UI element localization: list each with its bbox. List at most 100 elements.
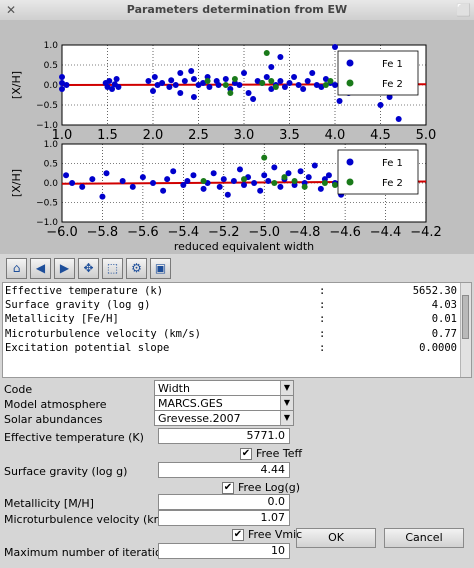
x-tick-label: 1.0 bbox=[52, 128, 73, 143]
result-row: Surface gravity (log g): 4.03 bbox=[5, 299, 457, 313]
results-scrollbar[interactable] bbox=[460, 283, 471, 377]
data-point bbox=[311, 162, 318, 169]
free-vmic-checkbox[interactable]: ✔ Free Vmic bbox=[232, 528, 302, 541]
legend-label: Fe 1 bbox=[382, 158, 403, 169]
data-point bbox=[268, 64, 275, 70]
data-point bbox=[317, 185, 324, 192]
pan-icon[interactable]: ✥ bbox=[78, 258, 99, 279]
data-point bbox=[286, 80, 293, 86]
data-point bbox=[172, 82, 179, 88]
configure-icon[interactable]: ⚙ bbox=[126, 258, 147, 279]
close-window-icon[interactable]: ✕ bbox=[5, 3, 17, 17]
data-point bbox=[236, 166, 243, 173]
free-teff-checkbox[interactable]: ✔ Free Teff bbox=[240, 447, 302, 460]
legend-box bbox=[337, 50, 419, 96]
data-point bbox=[271, 180, 278, 186]
data-point bbox=[154, 82, 161, 88]
free-logg-label: Free Log(g) bbox=[238, 481, 301, 494]
metallicity-label: Metallicity [M/H] bbox=[4, 497, 94, 510]
data-point bbox=[106, 78, 113, 84]
data-point bbox=[190, 76, 197, 82]
data-point bbox=[200, 80, 207, 86]
checkmark-icon: ✔ bbox=[222, 482, 234, 494]
ok-button[interactable]: OK bbox=[296, 528, 376, 548]
back-icon[interactable]: ◀ bbox=[30, 258, 51, 279]
data-point bbox=[166, 84, 173, 90]
legend-marker bbox=[346, 59, 354, 67]
result-label: Surface gravity (log g) bbox=[5, 299, 151, 312]
data-point bbox=[241, 176, 247, 183]
data-point bbox=[59, 80, 65, 86]
code-select[interactable]: Width ▼ bbox=[154, 380, 294, 396]
data-point bbox=[113, 76, 120, 82]
x-tick-label: −5.4 bbox=[168, 225, 200, 240]
data-point bbox=[304, 78, 311, 84]
forward-icon[interactable]: ▶ bbox=[54, 258, 75, 279]
x-tick-label: −6.0 bbox=[46, 225, 78, 240]
data-point bbox=[295, 82, 302, 88]
save-icon[interactable]: ▣ bbox=[150, 258, 171, 279]
data-point bbox=[305, 174, 312, 181]
data-point bbox=[336, 98, 343, 104]
data-point bbox=[327, 78, 334, 84]
legend-box bbox=[337, 149, 419, 195]
title-bar: ✕ Parameters determination from EW ⬜ bbox=[0, 0, 474, 21]
x-tick-label: 2.0 bbox=[143, 128, 164, 143]
results-scroll-thumb[interactable] bbox=[462, 295, 469, 339]
result-row: Metallicity [Fe/H]: 0.01 bbox=[5, 313, 457, 327]
data-point bbox=[322, 82, 329, 88]
y-tick-label: −1.0 bbox=[36, 121, 58, 131]
data-point bbox=[160, 187, 167, 194]
plot-area: 1.0 1.5 2.0 2.5 3.0 3.5 4.0 4.5 5.0 1.0 0.5 0.0 −0.5… bbox=[0, 20, 474, 254]
iterations-input[interactable]: 10 bbox=[158, 543, 290, 559]
teff-input[interactable]: 5771.0 bbox=[158, 428, 290, 444]
x-tick-label: 2.5 bbox=[188, 128, 209, 143]
model-atmosphere-label: Model atmosphere bbox=[4, 398, 107, 411]
data-point bbox=[181, 78, 188, 84]
data-point bbox=[309, 70, 316, 76]
free-logg-checkbox[interactable]: ✔ Free Log(g) bbox=[222, 481, 300, 494]
iterations-label: Maximum number of iterations bbox=[4, 546, 175, 559]
x-tick-label: −4.4 bbox=[370, 225, 402, 240]
y-tick-label: −0.5 bbox=[36, 199, 58, 209]
model-atmosphere-value: MARCS.GES bbox=[158, 397, 223, 410]
legend-marker bbox=[346, 178, 354, 186]
zoom-icon[interactable]: ⬚ bbox=[102, 258, 123, 279]
data-point bbox=[281, 84, 288, 90]
data-point bbox=[145, 78, 152, 84]
result-value: 0.01 bbox=[431, 313, 457, 326]
result-value: 0.77 bbox=[431, 327, 457, 340]
cancel-button[interactable]: Cancel bbox=[384, 528, 464, 548]
logg-input[interactable]: 4.44 bbox=[158, 462, 290, 478]
checkmark-icon: ✔ bbox=[240, 448, 252, 460]
model-atmosphere-select[interactable]: MARCS.GES ▼ bbox=[154, 395, 294, 411]
x-axis-label: reduced equivalent width bbox=[174, 240, 314, 253]
y-tick-label: −1.0 bbox=[36, 218, 58, 228]
data-point bbox=[190, 94, 197, 100]
x-tick-label: 3.5 bbox=[279, 128, 300, 143]
data-point bbox=[268, 78, 275, 84]
result-separator: : bbox=[319, 327, 326, 340]
chevron-down-icon: ▼ bbox=[280, 396, 293, 410]
data-point bbox=[89, 176, 96, 183]
data-point bbox=[395, 116, 402, 122]
data-point bbox=[291, 74, 298, 80]
x-tick-label: 5.0 bbox=[416, 128, 437, 143]
maximize-window-icon[interactable]: ⬜ bbox=[456, 3, 471, 17]
result-row: Microturbulence velocity (km/s): 0.77 bbox=[5, 328, 457, 342]
metallicity-input[interactable]: 0.0 bbox=[158, 494, 290, 510]
data-point bbox=[377, 102, 384, 108]
solar-abundances-select[interactable]: Grevesse.2007 ▼ bbox=[154, 410, 294, 426]
y-tick-label: 0.5 bbox=[44, 160, 58, 170]
data-point bbox=[206, 84, 213, 90]
data-point bbox=[257, 187, 264, 194]
plots-canvas[interactable]: 1.0 1.5 2.0 2.5 3.0 3.5 4.0 4.5 5.0 1.0 0.5 0.0 −0.5… bbox=[0, 20, 474, 254]
data-point bbox=[184, 178, 191, 185]
result-label: Effective temperature (k) bbox=[5, 285, 164, 297]
vmic-input[interactable]: 1.07 bbox=[158, 510, 290, 526]
data-point bbox=[188, 68, 195, 74]
solar-abundances-label: Solar abundances bbox=[4, 413, 103, 426]
y-tick-label: 0.0 bbox=[44, 179, 59, 189]
home-icon[interactable]: ⌂ bbox=[6, 258, 27, 279]
free-vmic-label: Free Vmic bbox=[248, 528, 303, 541]
